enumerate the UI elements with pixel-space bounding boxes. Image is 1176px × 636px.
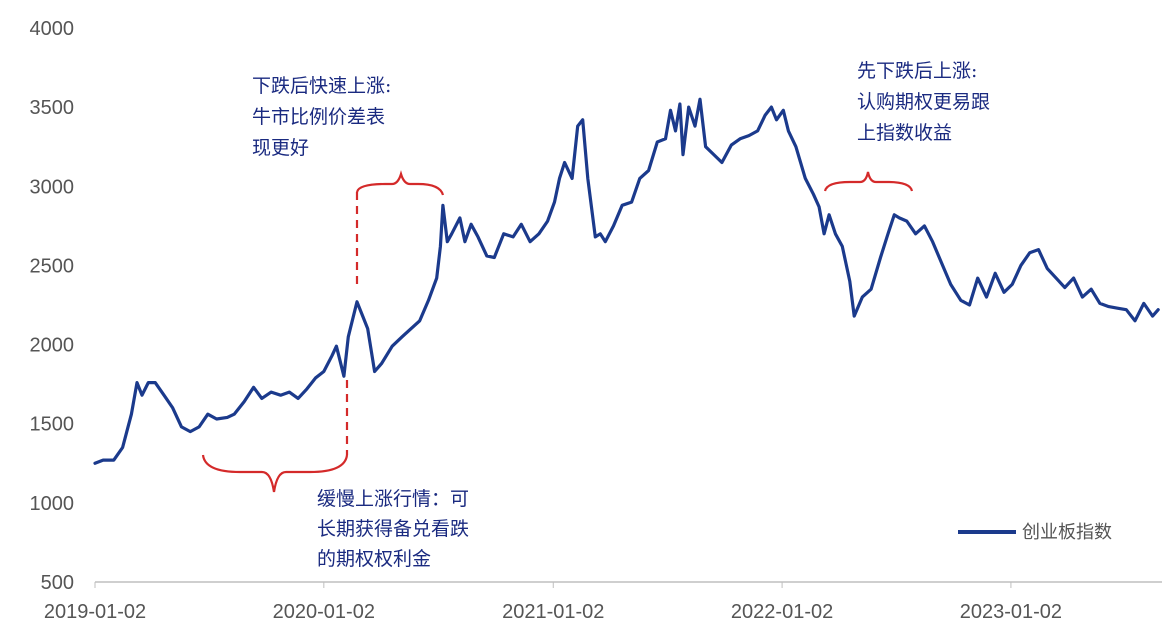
legend: 创业板指数: [958, 522, 1112, 543]
x-axis-ticks: 2019-01-02 2020-01-02 2021-01-02 2022-01-02…: [44, 582, 1062, 623]
annotation-line: 牛市比例价差表: [252, 106, 385, 128]
y-tick-label: 500: [41, 572, 74, 594]
y-tick-label: 3500: [30, 97, 75, 119]
x-tick-label: 2019-01-02: [44, 601, 146, 623]
annotation-text-slow-rise: 缓慢上涨行情：可 长期获得备兑看跌 的期权权利金: [317, 488, 475, 570]
annotation-line: 下跌后快速上涨:: [252, 75, 391, 97]
y-tick-label: 1000: [30, 493, 75, 515]
annotation-fast-rise: 下跌后快速上涨: 牛市比例价差表 现更好: [252, 75, 445, 290]
annotation-line: 的期权权利金: [317, 548, 431, 570]
annotation-line: 长期获得备兑看跌: [317, 518, 469, 540]
annotation-line: 认购期权更易跟: [857, 91, 990, 113]
annotation-fall-then-rise: 先下跌后上涨: 认购期权更易跟 上指数收益: [823, 60, 996, 192]
y-tick-label: 1500: [30, 414, 75, 436]
y-axis-ticks: 4000 3500 3000 2500 2000 1500 1000 500: [30, 18, 75, 594]
annotation-brace-slow-rise: [201, 454, 349, 493]
y-tick-label: 3000: [30, 176, 75, 198]
annotation-line: 现更好: [252, 137, 309, 159]
annotation-brace-fast-rise: [355, 170, 445, 196]
y-tick-label: 4000: [30, 18, 75, 40]
x-tick-label: 2023-01-02: [960, 601, 1062, 623]
y-tick-label: 2000: [30, 335, 75, 357]
annotation-text-fall-then-rise: 先下跌后上涨: 认购期权更易跟 上指数收益: [857, 60, 996, 144]
x-tick-label: 2022-01-02: [731, 601, 833, 623]
legend-label: 创业板指数: [1022, 522, 1112, 543]
annotation-line: 先下跌后上涨:: [857, 60, 977, 82]
annotation-brace-fall-then-rise: [823, 171, 914, 192]
x-tick-label: 2020-01-02: [273, 601, 375, 623]
x-tick-label: 2021-01-02: [502, 601, 604, 623]
annotation-text-fast-rise: 下跌后快速上涨: 牛市比例价差表 现更好: [252, 75, 397, 159]
series-line-chuangyeban: [93, 97, 1160, 465]
annotation-line: 缓慢上涨行情：可: [317, 488, 469, 510]
annotation-slow-rise: 缓慢上涨行情：可 长期获得备兑看跌 的期权权利金: [201, 380, 475, 570]
y-tick-label: 2500: [30, 255, 75, 277]
annotation-line: 上指数收益: [857, 122, 952, 144]
